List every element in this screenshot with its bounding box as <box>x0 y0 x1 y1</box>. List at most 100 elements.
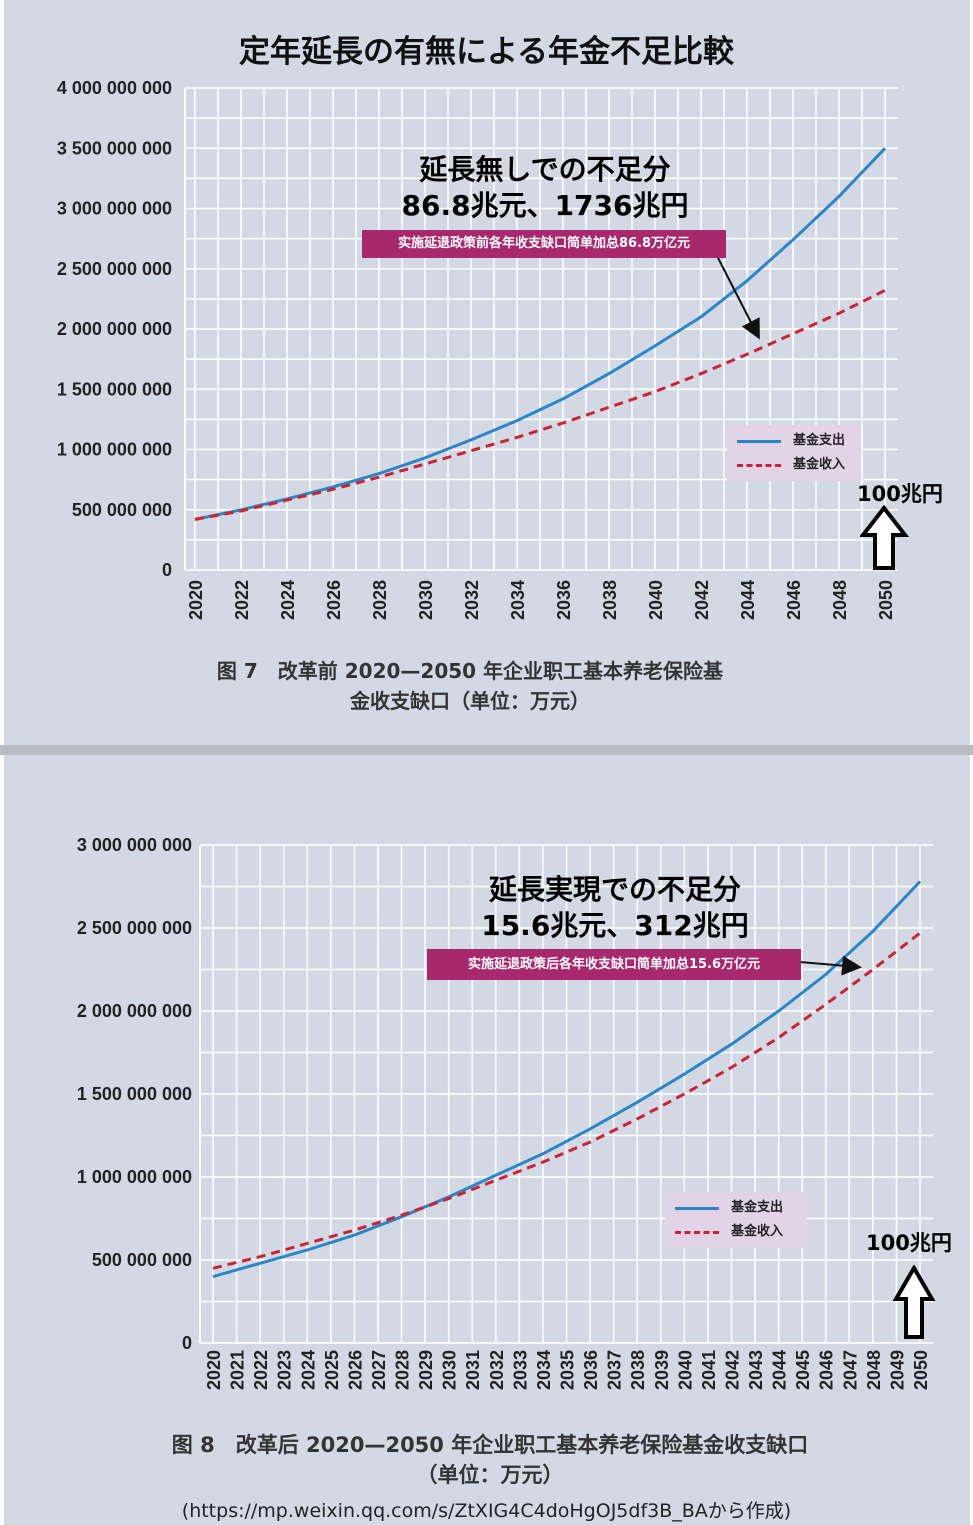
x-tick-label: 2031 <box>463 1350 483 1390</box>
x-tick-label: 2028 <box>370 580 390 620</box>
legend-1: 基金支出 基金收入 <box>727 425 861 481</box>
annotation-1-line-2: 86.8兆元、1736兆円 <box>401 189 689 222</box>
x-tick-label: 2026 <box>324 580 344 620</box>
y-tick-label: 0 <box>162 560 172 580</box>
annotation-2-line-2: 15.6兆元、312兆円 <box>481 909 749 942</box>
x-tick-label: 2043 <box>746 1350 766 1390</box>
x-tick-label: 2041 <box>699 1350 719 1390</box>
x-tick-label: 2035 <box>558 1350 578 1390</box>
series-line-income <box>212 931 921 1270</box>
series-line-expense <box>194 147 887 521</box>
y-tick-label: 3 000 000 000 <box>57 199 172 219</box>
y-tick-label: 0 <box>182 1333 192 1353</box>
annotation-2: 延長実現での不足分 15.6兆元、312兆円 <box>430 872 800 944</box>
legend-label: 基金支出 <box>731 1200 784 1215</box>
y-tick-label: 2 500 000 000 <box>77 918 192 938</box>
legend-label: 基金收入 <box>731 1224 784 1239</box>
x-tick-label: 2038 <box>628 1350 648 1390</box>
x-tick-label: 2024 <box>298 1350 318 1390</box>
x-tick-label: 2045 <box>793 1350 813 1390</box>
legend-item-income: 基金收入 <box>727 453 861 477</box>
x-tick-label: 2027 <box>369 1350 389 1390</box>
legend-2: 基金支出 基金收入 <box>665 1192 807 1248</box>
annotation-badge-1: 实施延退政策前各年收支缺口简单加总86.8万亿元 <box>362 230 726 258</box>
y-tick-label: 500 000 000 <box>92 1250 192 1270</box>
chart-panel-1 <box>4 0 970 745</box>
caption-2: 图 8 改革后 2020—2050 年企业职工基本养老保险基金收支缺口 （单位：… <box>120 1430 860 1490</box>
x-tick-label: 2036 <box>581 1350 601 1390</box>
x-tick-label: 2042 <box>722 1350 742 1390</box>
x-tick-label: 2050 <box>876 580 896 620</box>
series-line-expense <box>212 880 922 1279</box>
x-tick-label: 2034 <box>534 1350 554 1390</box>
caption-2-line-2: （单位：万元） <box>416 1463 564 1487</box>
x-tick-label: 2040 <box>675 1350 695 1390</box>
x-tick-label: 2022 <box>232 580 252 620</box>
legend-swatch-red <box>737 463 781 467</box>
legend-item-expense: 基金支出 <box>727 429 861 453</box>
x-tick-label: 2048 <box>830 580 850 620</box>
caption-1: 图 7 改革前 2020—2050 年企业职工基本养老保险基 金收支缺口（单位：… <box>150 656 790 716</box>
chart-panel-2 <box>4 755 970 1525</box>
x-tick-label: 2046 <box>817 1350 837 1390</box>
annotation-arrow <box>799 955 862 976</box>
legend-swatch-blue <box>737 439 781 443</box>
x-tick-label: 2038 <box>600 580 620 620</box>
divider <box>0 745 973 755</box>
x-tick-label: 2023 <box>275 1350 295 1390</box>
y-tick-label: 3 000 000 000 <box>77 835 192 855</box>
y-tick-label: 4 000 000 000 <box>57 78 172 98</box>
x-tick-label: 2044 <box>770 1350 790 1390</box>
x-tick-label: 2030 <box>416 580 436 620</box>
x-tick-label: 2028 <box>393 1350 413 1390</box>
x-tick-label: 2030 <box>440 1350 460 1390</box>
legend-label: 基金收入 <box>793 457 846 472</box>
x-tick-label: 2026 <box>345 1350 365 1390</box>
x-tick-label: 2050 <box>911 1350 931 1390</box>
annotation-badge-2: 实施延退政策后各年收支缺口简单加总15.6万亿元 <box>427 949 801 980</box>
x-tick-label: 2036 <box>554 580 574 620</box>
caption-2-line-1: 图 8 改革后 2020—2050 年企业职工基本养老保险基金收支缺口 <box>171 1433 809 1457</box>
legend-item-expense: 基金支出 <box>665 1196 807 1220</box>
x-tick-label: 2037 <box>605 1350 625 1390</box>
source-note: (https://mp.weixin.qq.com/s/ZtXIG4C4doHg… <box>181 1500 792 1522</box>
legend-swatch-blue <box>675 1206 719 1210</box>
x-tick-label: 2021 <box>228 1350 248 1390</box>
x-tick-label: 2032 <box>487 1350 507 1390</box>
x-tick-label: 2049 <box>887 1350 907 1390</box>
marker-label-1: 100兆円 <box>857 482 943 506</box>
y-tick-label: 500 000 000 <box>72 500 172 520</box>
x-tick-label: 2020 <box>204 1350 224 1390</box>
x-tick-label: 2046 <box>784 580 804 620</box>
series-line-income <box>194 289 886 521</box>
x-tick-label: 2040 <box>646 580 666 620</box>
x-tick-label: 2042 <box>692 580 712 620</box>
y-tick-label: 2 500 000 000 <box>57 259 172 279</box>
x-tick-label: 2039 <box>652 1350 672 1390</box>
x-tick-label: 2044 <box>738 580 758 620</box>
x-tick-label: 2034 <box>508 580 528 620</box>
annotation-2-line-1: 延長実現での不足分 <box>488 873 741 906</box>
y-tick-label: 2 000 000 000 <box>77 1001 192 1021</box>
annotation-arrow <box>714 251 760 340</box>
x-tick-label: 2029 <box>416 1350 436 1390</box>
annotation-1-line-1: 延長無しでの不足分 <box>419 153 671 186</box>
page-title: 定年延長の有無による年金不足比較 <box>238 34 735 70</box>
y-tick-label: 1 000 000 000 <box>57 440 172 460</box>
caption-1-line-2: 金收支缺口（单位：万元） <box>350 689 590 713</box>
x-tick-label: 2024 <box>278 580 298 620</box>
legend-label: 基金支出 <box>793 433 846 448</box>
y-tick-label: 1 500 000 000 <box>57 379 172 399</box>
up-arrow-icon <box>860 505 910 570</box>
y-tick-label: 1 000 000 000 <box>77 1167 192 1187</box>
x-tick-label: 2025 <box>322 1350 342 1390</box>
legend-swatch-red <box>675 1230 719 1234</box>
x-tick-label: 2022 <box>251 1350 271 1390</box>
annotation-1: 延長無しでの不足分 86.8兆元、1736兆円 <box>360 152 730 224</box>
y-tick-label: 3 500 000 000 <box>57 138 172 158</box>
x-tick-label: 2033 <box>510 1350 530 1390</box>
x-tick-label: 2020 <box>186 580 206 620</box>
x-tick-label: 2032 <box>462 580 482 620</box>
x-tick-label: 2048 <box>864 1350 884 1390</box>
